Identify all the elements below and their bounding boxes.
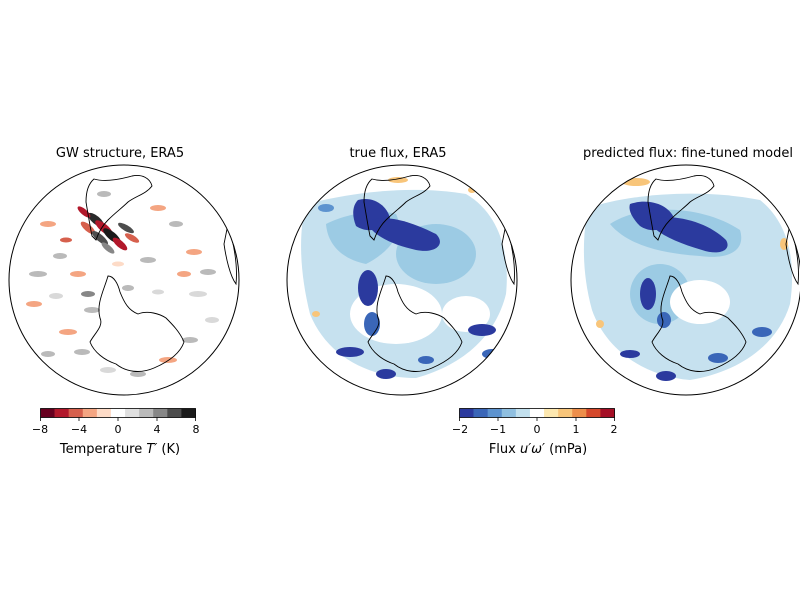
panel-title-gw-structure: GW structure, ERA5 bbox=[55, 146, 185, 161]
colorbar-temperature-tick: −8 bbox=[31, 423, 49, 436]
globe-true-flux bbox=[286, 164, 518, 396]
colorbar-flux-label-prefix: Flux bbox=[488, 442, 520, 457]
colorbar-temperature-label-suffix: (K) bbox=[157, 442, 181, 457]
colorbar-temperature-cell bbox=[139, 408, 154, 418]
colorbar-temperature-label-symbol: T′ bbox=[146, 442, 158, 457]
colorbar-flux bbox=[459, 408, 615, 421]
colorbar-flux-cell bbox=[558, 408, 573, 418]
colorbar-flux-tick: 2 bbox=[610, 423, 618, 436]
colorbar-temperature-cell bbox=[40, 408, 55, 418]
colorbar-flux-cell bbox=[487, 408, 503, 418]
colorbar-flux-cell bbox=[473, 408, 488, 418]
panel-title-predicted-flux: predicted flux: fine-tuned model bbox=[583, 146, 793, 161]
colorbar-flux-cell bbox=[501, 408, 517, 418]
colorbar-flux-tick: −1 bbox=[489, 423, 507, 436]
colorbar-temperature-label-prefix: Temperature bbox=[59, 442, 147, 457]
colorbar-temperature-cell bbox=[110, 408, 126, 418]
colorbar-temperature-label: Temperature T′ (K) bbox=[20, 442, 220, 457]
colorbar-temperature-cell bbox=[181, 408, 196, 418]
colorbar-flux-cell bbox=[600, 408, 615, 418]
colorbar-temperature-cell bbox=[54, 408, 69, 418]
colorbar-flux-label-suffix: (mPa) bbox=[545, 442, 588, 457]
colorbar-temperature-tick: 0 bbox=[114, 423, 122, 436]
colorbar-flux-tick: 0 bbox=[533, 423, 541, 436]
panel-title-true-flux: true flux, ERA5 bbox=[349, 146, 447, 161]
colorbar-temperature-cell bbox=[82, 408, 98, 418]
colorbar-flux-cell bbox=[586, 408, 601, 418]
colorbar-flux-tick: 1 bbox=[572, 423, 580, 436]
colorbar-flux-cell bbox=[515, 408, 531, 418]
colorbar-temperature-cell bbox=[167, 408, 182, 418]
colorbar-temperature-cell bbox=[125, 408, 140, 418]
colorbar-temperature-tick: 8 bbox=[192, 423, 200, 436]
colorbar-temperature-cell bbox=[68, 408, 84, 418]
colorbar-flux-cell bbox=[572, 408, 587, 418]
colorbar-flux-tick: −2 bbox=[451, 423, 469, 436]
colorbar-flux-label-symbol: u′ω′ bbox=[519, 442, 545, 457]
temperature-anomaly-field bbox=[26, 191, 219, 377]
colorbar-temperature bbox=[40, 408, 196, 421]
colorbar-flux-cell bbox=[459, 408, 474, 418]
colorbar-temperature-tick: 4 bbox=[153, 423, 161, 436]
colorbar-flux-cell bbox=[529, 408, 545, 418]
colorbar-flux-label: Flux u′ω′ (mPa) bbox=[438, 442, 638, 457]
globe-gw-structure bbox=[8, 164, 240, 396]
colorbar-temperature-tick: −4 bbox=[70, 423, 88, 436]
colorbar-temperature-cell bbox=[96, 408, 112, 418]
colorbar-flux-cell bbox=[544, 408, 559, 418]
globe-predicted-flux bbox=[570, 164, 800, 396]
colorbar-temperature-cell bbox=[153, 408, 168, 418]
